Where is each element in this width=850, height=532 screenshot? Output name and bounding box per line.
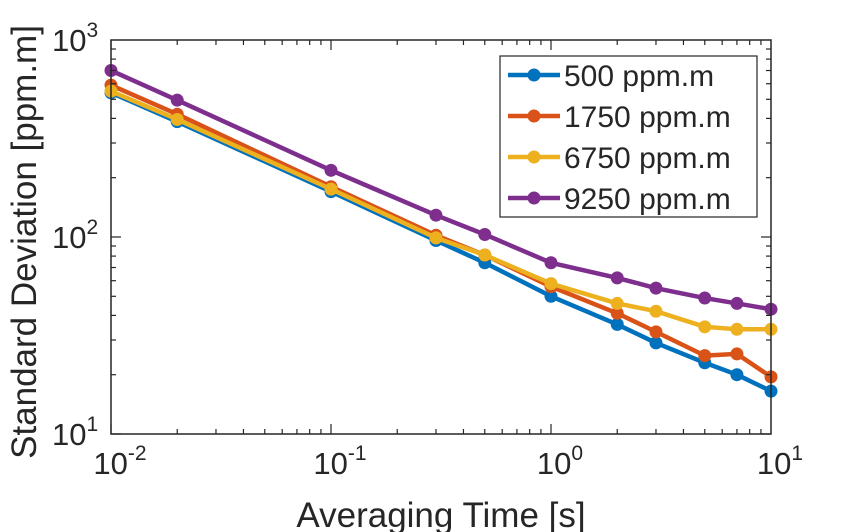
- data-point: [170, 93, 184, 107]
- data-point: [698, 349, 712, 363]
- x-tick-labels: 10-2 10-1 100 101: [93, 442, 803, 481]
- legend-item: 6750 ppm.m: [508, 142, 731, 175]
- data-point: [698, 320, 712, 334]
- data-point: [324, 163, 338, 177]
- data-point: [649, 304, 663, 318]
- series-layer: [104, 64, 778, 398]
- x-tick-label: 10-2: [93, 442, 146, 481]
- legend-item: 500 ppm.m: [508, 60, 714, 93]
- data-point: [730, 296, 744, 310]
- data-point: [730, 368, 744, 382]
- y-tick-label: 101: [52, 413, 98, 452]
- x-axis-label: Averaging Time [s]: [296, 496, 585, 532]
- data-point: [698, 291, 712, 305]
- x-tick-label: 100: [537, 442, 583, 481]
- data-point: [649, 281, 663, 295]
- x-tick-label: 101: [757, 442, 803, 481]
- legend-label: 9250 ppm.m: [564, 183, 731, 216]
- y-tick-labels: 101 102 103: [52, 19, 98, 452]
- data-point: [649, 336, 663, 350]
- legend-swatch-marker: [527, 150, 541, 164]
- data-point: [730, 347, 744, 361]
- legend-label: 1750 ppm.m: [564, 101, 731, 134]
- data-point: [170, 112, 184, 126]
- legend-label: 500 ppm.m: [564, 60, 714, 93]
- y-axis-label: Standard Deviation [ppm.m]: [5, 25, 44, 459]
- data-point: [730, 322, 744, 336]
- y-tick-label: 103: [52, 19, 98, 58]
- x-tick-label: 10-1: [313, 442, 366, 481]
- legend-swatch-marker: [527, 109, 541, 123]
- data-point: [478, 248, 492, 262]
- data-point: [610, 306, 624, 320]
- data-point: [429, 208, 443, 222]
- y-tick-label: 102: [52, 216, 98, 255]
- data-point: [649, 325, 663, 339]
- legend-item: 1750 ppm.m: [508, 101, 731, 134]
- legend-swatch-marker: [527, 68, 541, 82]
- ticks-layer: [110, 40, 771, 435]
- legend-box: [499, 55, 758, 218]
- data-point: [478, 227, 492, 241]
- legend: 500 ppm.m 1750 ppm.m 6750 ppm.m 9250 ppm.m: [499, 55, 758, 218]
- data-point: [324, 182, 338, 196]
- legend-swatch-marker: [527, 191, 541, 205]
- data-point: [610, 296, 624, 310]
- data-point: [544, 289, 558, 303]
- data-point: [610, 271, 624, 285]
- series-4: [104, 64, 778, 316]
- series-3: [104, 84, 778, 336]
- legend-label: 6750 ppm.m: [564, 142, 731, 175]
- data-point: [544, 277, 558, 291]
- legend-item: 9250 ppm.m: [508, 183, 731, 216]
- data-point: [610, 317, 624, 331]
- data-point: [544, 256, 558, 270]
- data-point: [429, 231, 443, 245]
